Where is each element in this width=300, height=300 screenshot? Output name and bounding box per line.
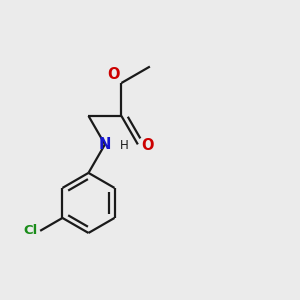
Text: H: H xyxy=(120,139,129,152)
Text: O: O xyxy=(107,67,120,82)
Text: O: O xyxy=(141,138,154,153)
Text: Cl: Cl xyxy=(23,224,37,237)
Text: N: N xyxy=(99,137,111,152)
